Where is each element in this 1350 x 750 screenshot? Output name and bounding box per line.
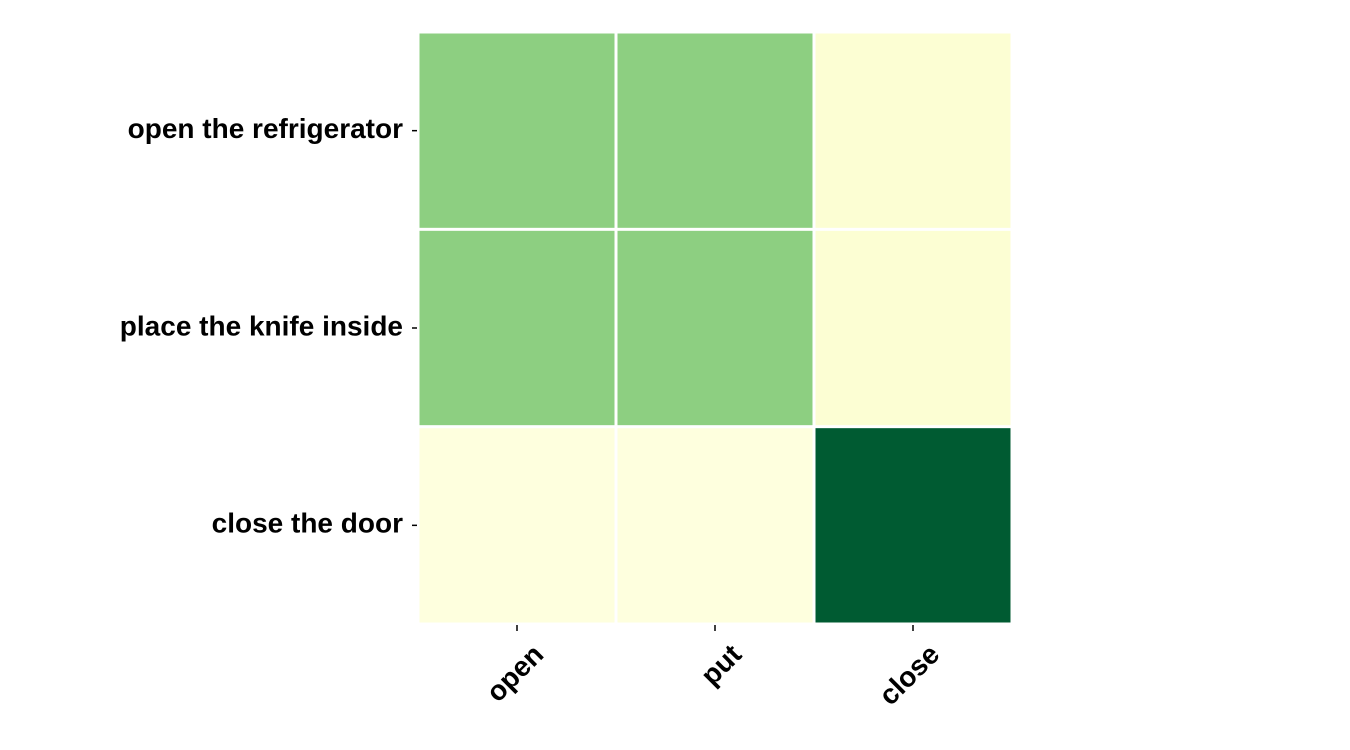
heatmap-cell-r0-c1 [617, 33, 813, 228]
y-tick-label-place-the-knife-inside: place the knife inside [120, 310, 403, 341]
heatmap-cell-r0-c2 [815, 33, 1011, 228]
heatmap-cell-r1-c2 [815, 230, 1011, 426]
x-tick-label-close: close [873, 638, 946, 711]
heatmap-cell-r2-c0 [419, 428, 615, 623]
heatmap-cell-r1-c1 [617, 230, 813, 426]
y-axis: open the refrigerator place the knife ins… [120, 113, 417, 539]
x-tick-label-put: put [695, 638, 748, 691]
y-tick-label-close-the-door: close the door [212, 508, 403, 539]
x-tick-label-open: open [480, 638, 549, 707]
heatmap-cell-r0-c0 [419, 33, 615, 228]
heatmap-cell-r2-c1 [617, 428, 813, 623]
x-axis: open put close [480, 625, 945, 711]
heatmap-cell-r1-c0 [419, 230, 615, 426]
heatmap-cells [419, 33, 1011, 623]
heatmap-cell-r2-c2 [815, 428, 1011, 623]
y-tick-label-open-the-refrigerator: open the refrigerator [128, 113, 403, 144]
